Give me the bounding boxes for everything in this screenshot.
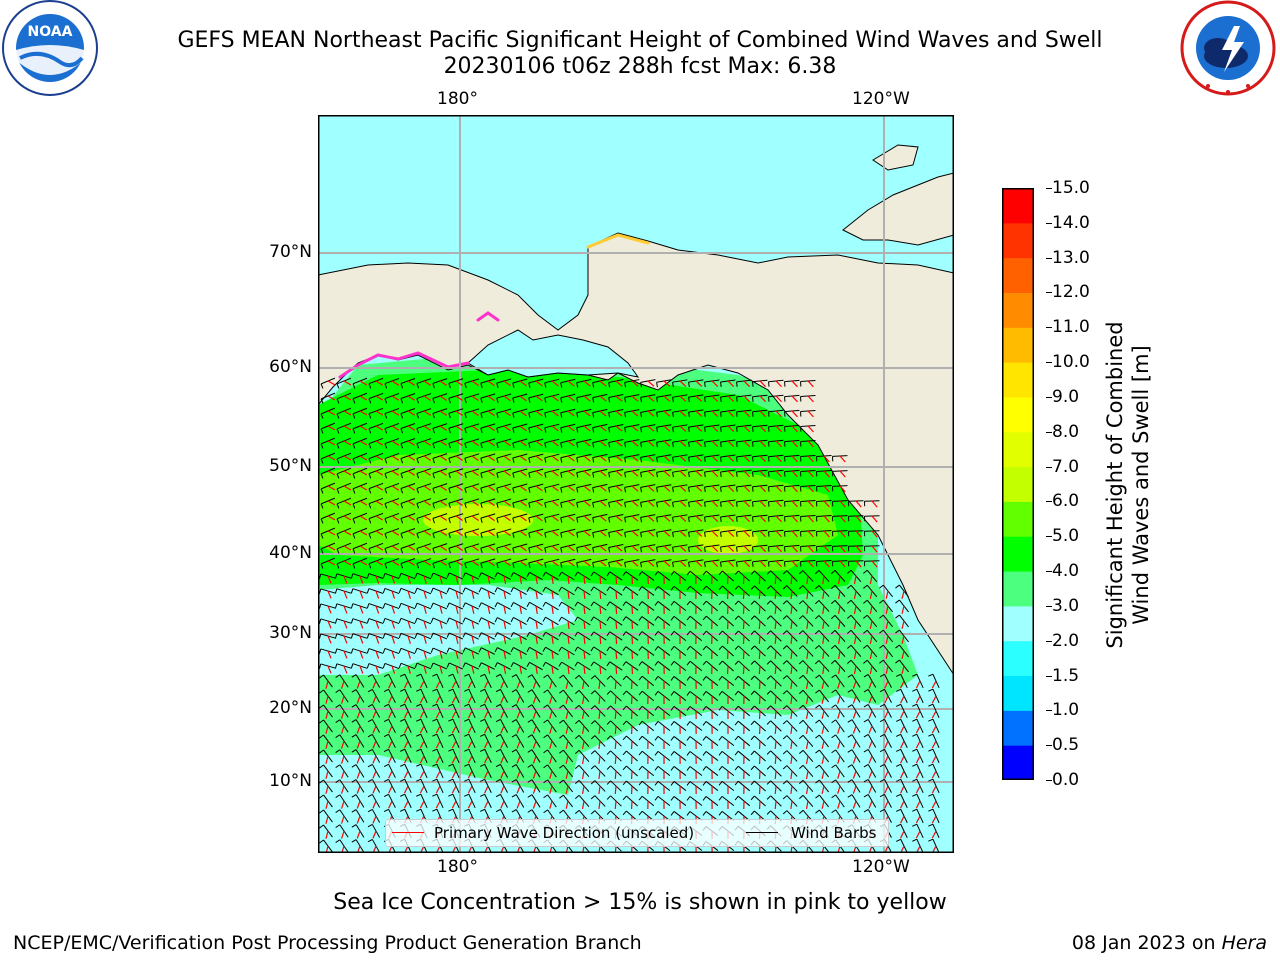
lat-label-70n: 70°N bbox=[269, 242, 312, 262]
colorbar bbox=[1002, 188, 1034, 781]
sea-ice-edge-north bbox=[586, 233, 650, 249]
lat-label-40n: 40°N bbox=[269, 543, 312, 563]
colorbar-tick-label: 1.0 bbox=[1046, 700, 1079, 720]
colorbar-tick bbox=[1046, 745, 1052, 747]
colorbar-swatch bbox=[1002, 571, 1034, 607]
footer-right: 08 Jan 2023 on Hera bbox=[1072, 932, 1267, 954]
lon-label-top-180: 180° bbox=[437, 89, 478, 109]
colorbar-label-line2: Wind Waves and Swell [m] bbox=[1129, 345, 1153, 625]
colorbar-swatch bbox=[1002, 327, 1034, 363]
noaa-logo-text: NOAA bbox=[28, 24, 73, 40]
colorbar-swatch bbox=[1002, 710, 1034, 746]
colorbar-swatch bbox=[1002, 536, 1034, 572]
nws-logo bbox=[1178, 0, 1278, 100]
vector-field bbox=[318, 377, 940, 853]
colorbar-swatch bbox=[1002, 640, 1034, 677]
wind-barbs-legend-line bbox=[746, 832, 778, 833]
colorbar-swatch bbox=[1002, 362, 1034, 398]
colorbar-swatch bbox=[1002, 396, 1034, 433]
colorbar-tick bbox=[1046, 501, 1052, 503]
colorbar-swatch bbox=[1002, 501, 1034, 537]
colorbar-tick bbox=[1046, 327, 1052, 329]
colorbar-svg bbox=[1002, 188, 1034, 781]
colorbar-label-line1: Significant Height of Combined bbox=[1103, 321, 1127, 649]
land-north-america bbox=[318, 232, 954, 676]
colorbar-tick-label: 10.0 bbox=[1046, 352, 1090, 372]
colorbar-swatch bbox=[1002, 466, 1034, 502]
wind-barbs-legend-label: Wind Barbs bbox=[791, 824, 877, 842]
colorbar-swatch bbox=[1002, 257, 1034, 293]
colorbar-swatch bbox=[1002, 222, 1034, 259]
colorbar-tick-label: 11.0 bbox=[1046, 317, 1090, 337]
footer-left: NCEP/EMC/Verification Post Processing Pr… bbox=[13, 932, 642, 954]
wave-direction-legend-line bbox=[392, 832, 424, 833]
colorbar-tick-label: 6.0 bbox=[1046, 491, 1079, 511]
colorbar-tick bbox=[1046, 710, 1052, 712]
colorbar-tick-label: 9.0 bbox=[1046, 387, 1079, 407]
map-legend: Primary Wave Direction (unscaled) Wind B… bbox=[385, 819, 889, 847]
colorbar-tick-label: 5.0 bbox=[1046, 526, 1079, 546]
colorbar-tick bbox=[1046, 605, 1052, 607]
colorbar-tick-label: 12.0 bbox=[1046, 282, 1090, 302]
colorbar-tick bbox=[1046, 396, 1052, 398]
chart-title: GEFS MEAN Northeast Pacific Significant … bbox=[177, 28, 1103, 53]
lon-label-bottom-180: 180° bbox=[437, 857, 478, 877]
map-panel bbox=[317, 114, 955, 854]
colorbar-ticks: 0.0 0.5 1.0 1.5 2.0 3.0 4.0 5.0 6.0 7.0 8.0 9.0 10.0… bbox=[1040, 178, 1100, 790]
colorbar-tick bbox=[1046, 675, 1052, 677]
lon-label-bottom-120w: 120°W bbox=[852, 857, 910, 877]
colorbar-tick-label: 7.0 bbox=[1046, 457, 1079, 477]
colorbar-tick bbox=[1046, 188, 1052, 189]
colorbar-tick-label: 0.0 bbox=[1046, 770, 1079, 790]
colorbar-tick-label: 8.0 bbox=[1046, 422, 1079, 442]
colorbar-tick-label: 15.0 bbox=[1046, 178, 1090, 198]
lat-label-20n: 20°N bbox=[269, 698, 312, 718]
colorbar-swatch bbox=[1002, 605, 1034, 642]
colorbar-tick bbox=[1046, 536, 1052, 538]
colorbar-tick bbox=[1046, 362, 1052, 364]
colorbar-tick-label: 2.0 bbox=[1046, 631, 1079, 651]
sea-ice-edge-bering bbox=[476, 311, 500, 322]
sea-ice-caption: Sea Ice Concentration > 15% is shown in … bbox=[333, 890, 947, 915]
lat-label-10n: 10°N bbox=[269, 771, 312, 791]
colorbar-tick bbox=[1046, 257, 1052, 259]
colorbar-tick bbox=[1046, 466, 1052, 468]
colorbar-tick-label: 4.0 bbox=[1046, 561, 1079, 581]
colorbar-swatch bbox=[1002, 188, 1034, 224]
map-border bbox=[317, 114, 955, 854]
footer-host: Hera bbox=[1221, 932, 1267, 954]
colorbar-swatch bbox=[1002, 745, 1034, 781]
colorbar-swatch bbox=[1002, 675, 1034, 711]
colorbar-tick-label: 13.0 bbox=[1046, 248, 1090, 268]
footer-date: 08 Jan 2023 on bbox=[1071, 932, 1222, 954]
wave-direction-legend-label: Primary Wave Direction (unscaled) bbox=[434, 824, 695, 842]
lat-label-50n: 50°N bbox=[269, 456, 312, 476]
colorbar-tick-label: 0.5 bbox=[1046, 735, 1079, 755]
colorbar-tick bbox=[1046, 431, 1052, 433]
colorbar-tick bbox=[1046, 222, 1052, 224]
chart-subtitle: 20230106 t06z 288h fcst Max: 6.38 bbox=[443, 54, 837, 79]
lat-label-60n: 60°N bbox=[269, 357, 312, 377]
bering-sea bbox=[467, 329, 640, 378]
map-svg bbox=[317, 114, 955, 854]
colorbar-swatch bbox=[1002, 431, 1034, 468]
colorbar-tick-label: 3.0 bbox=[1046, 596, 1079, 616]
colorbar-tick bbox=[1046, 780, 1052, 781]
colorbar-tick bbox=[1046, 292, 1052, 294]
colorbar-swatch bbox=[1002, 292, 1034, 328]
colorbar-tick-label: 14.0 bbox=[1046, 213, 1090, 233]
colorbar-tick bbox=[1046, 571, 1052, 573]
noaa-logo: NOAA bbox=[0, 0, 100, 100]
lon-label-top-120w: 120°W bbox=[852, 89, 910, 109]
colorbar-tick bbox=[1046, 640, 1052, 642]
colorbar-tick-label: 1.5 bbox=[1046, 666, 1079, 686]
lat-label-30n: 30°N bbox=[269, 623, 312, 643]
